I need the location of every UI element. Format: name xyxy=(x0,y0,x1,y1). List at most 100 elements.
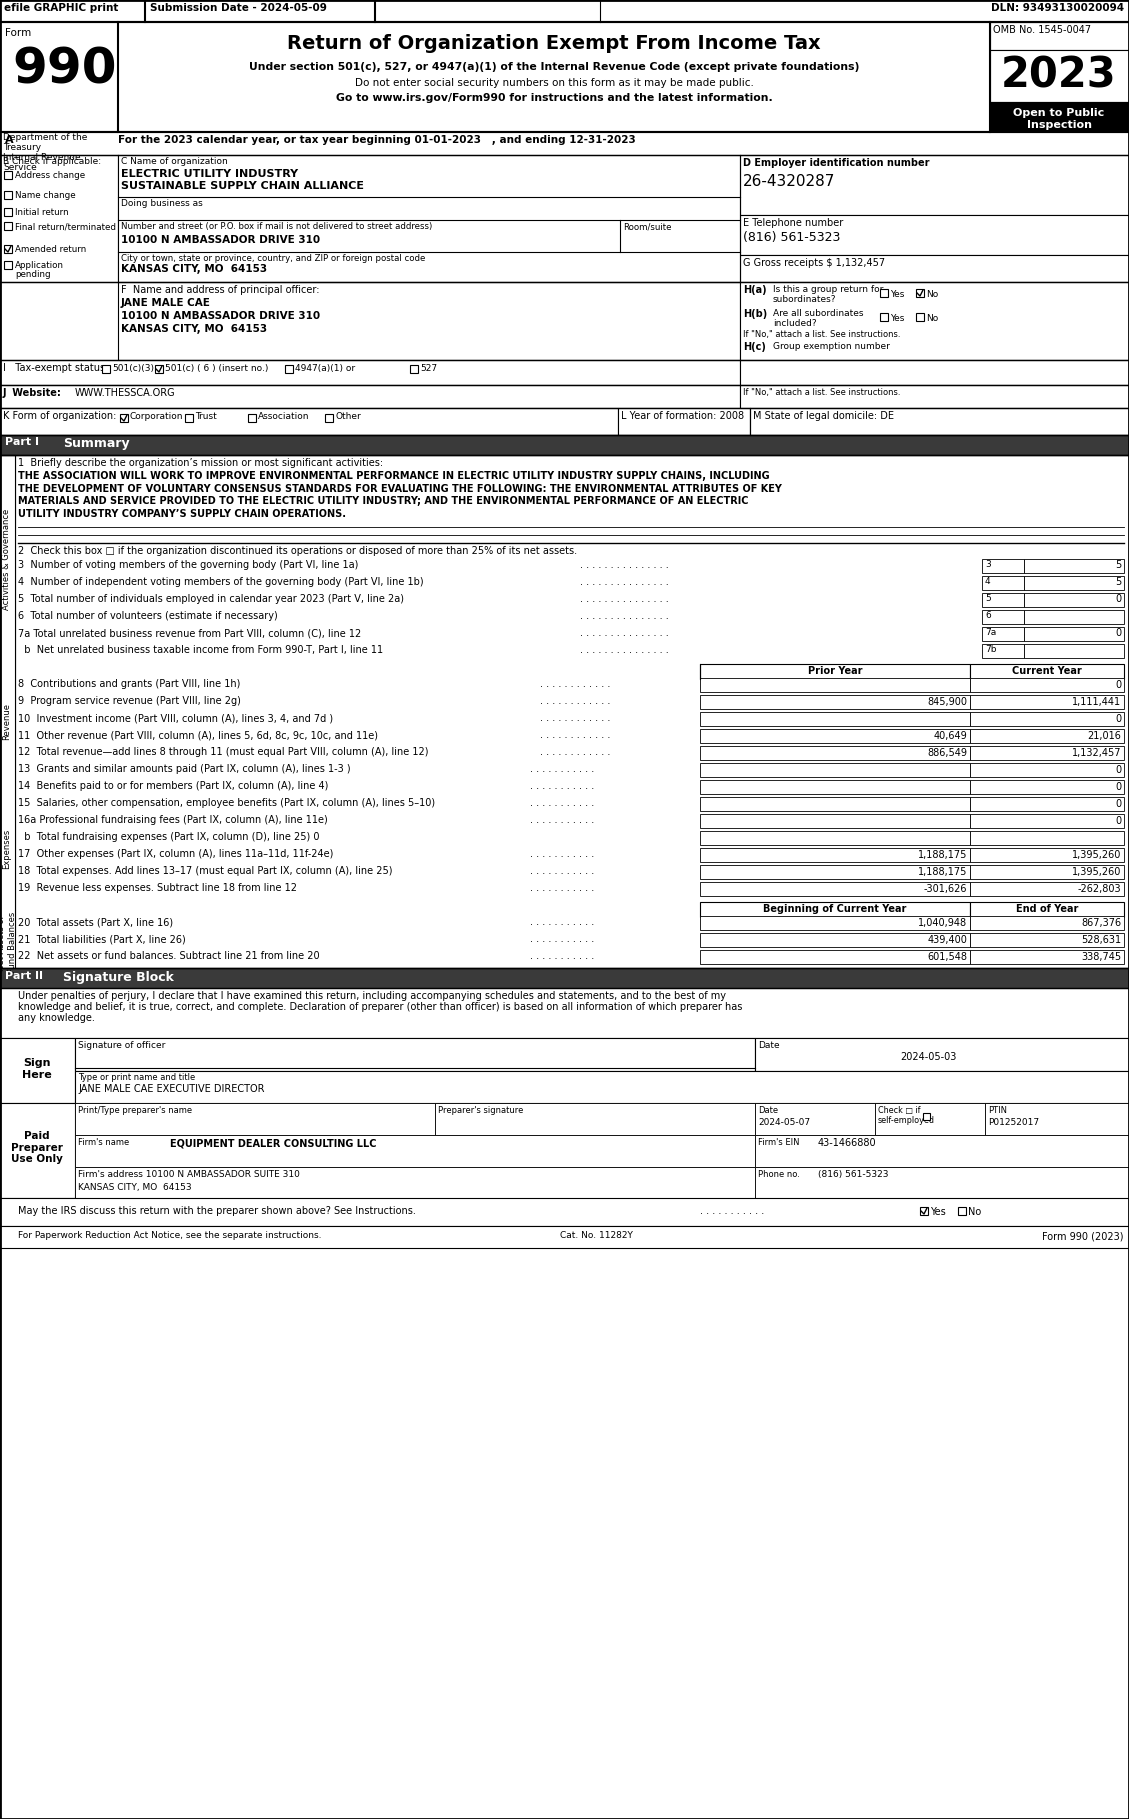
Bar xyxy=(0,22,1129,133)
Text: 5: 5 xyxy=(984,595,991,604)
Text: 1,395,260: 1,395,260 xyxy=(1071,868,1121,877)
Bar xyxy=(750,407,1129,435)
Text: MATERIALS AND SERVICE PROVIDED TO THE ELECTRIC UTILITY INDUSTRY; AND THE ENVIRON: MATERIALS AND SERVICE PROVIDED TO THE EL… xyxy=(18,497,749,506)
Text: Trust: Trust xyxy=(195,411,217,420)
Bar xyxy=(970,678,1124,691)
Bar xyxy=(5,171,12,178)
Bar xyxy=(875,1102,984,1135)
Text: Under section 501(c), 527, or 4947(a)(1) of the Internal Revenue Code (except pr: Under section 501(c), 527, or 4947(a)(1)… xyxy=(248,62,859,73)
Text: If "No," attach a list. See instructions.: If "No," attach a list. See instructions… xyxy=(743,329,901,338)
Text: . . . . . . . . . . .: . . . . . . . . . . . xyxy=(530,917,594,928)
Text: E Telephone number: E Telephone number xyxy=(743,218,843,227)
Text: Go to www.irs.gov/Form990 for instructions and the latest information.: Go to www.irs.gov/Form990 for instructio… xyxy=(335,93,772,104)
Text: Do not enter social security numbers on this form as it may be made public.: Do not enter social security numbers on … xyxy=(355,78,753,87)
Text: L Year of formation: 2008: L Year of formation: 2008 xyxy=(621,411,744,420)
Text: 13  Grants and similar amounts paid (Part IX, column (A), lines 1-3 ): 13 Grants and similar amounts paid (Part… xyxy=(18,764,351,775)
Text: Part I: Part I xyxy=(5,437,40,447)
Text: 43-1466880: 43-1466880 xyxy=(819,1139,876,1148)
Bar xyxy=(982,609,1024,624)
Text: F  Name and address of principal officer:: F Name and address of principal officer: xyxy=(121,286,320,295)
Bar xyxy=(0,435,1129,455)
Bar xyxy=(0,360,739,386)
Text: Group exemption number: Group exemption number xyxy=(773,342,890,351)
Bar xyxy=(700,797,970,811)
Text: -262,803: -262,803 xyxy=(1077,884,1121,893)
Bar xyxy=(755,1039,1129,1071)
Bar xyxy=(916,289,924,296)
Text: pending: pending xyxy=(15,269,51,278)
Text: . . . . . . . . . . .: . . . . . . . . . . . xyxy=(530,764,594,775)
Text: Firm's name: Firm's name xyxy=(78,1139,129,1148)
Text: 2023: 2023 xyxy=(1001,55,1117,96)
Text: 0: 0 xyxy=(1114,628,1121,638)
Text: Date: Date xyxy=(758,1040,780,1050)
Text: . . . . . . . . . . .: . . . . . . . . . . . xyxy=(530,780,594,791)
Text: 3  Number of voting members of the governing body (Part VI, line 1a): 3 Number of voting members of the govern… xyxy=(18,560,358,569)
Bar xyxy=(5,246,12,253)
Text: M State of legal domicile: DE: M State of legal domicile: DE xyxy=(753,411,894,420)
Text: Application: Application xyxy=(15,260,64,269)
Bar xyxy=(700,762,970,777)
Text: JANE MALE CAE EXECUTIVE DIRECTOR: JANE MALE CAE EXECUTIVE DIRECTOR xyxy=(78,1084,264,1093)
Text: 10100 N AMBASSADOR DRIVE 310: 10100 N AMBASSADOR DRIVE 310 xyxy=(121,311,321,320)
Text: Department of the: Department of the xyxy=(3,133,87,142)
Text: b  Total fundraising expenses (Part IX, column (D), line 25) 0: b Total fundraising expenses (Part IX, c… xyxy=(18,831,320,842)
Bar xyxy=(970,695,1124,709)
Text: THE DEVELOPMENT OF VOLUNTARY CONSENSUS STANDARDS FOR EVALUATING THE FOLLOWING: T: THE DEVELOPMENT OF VOLUNTARY CONSENSUS S… xyxy=(18,484,782,493)
Text: . . . . . . . . . . .: . . . . . . . . . . . xyxy=(530,849,594,859)
Text: . . . . . . . . . . .: . . . . . . . . . . . xyxy=(530,799,594,808)
Text: Date: Date xyxy=(758,1106,778,1115)
Bar xyxy=(75,1102,435,1135)
Text: 22  Net assets or fund balances. Subtract line 21 from line 20: 22 Net assets or fund balances. Subtract… xyxy=(18,951,320,960)
Bar xyxy=(0,407,618,435)
Text: . . . . . . . . . . . .: . . . . . . . . . . . . xyxy=(540,697,611,706)
Bar xyxy=(0,1226,1129,1248)
Bar xyxy=(5,207,12,216)
Text: Room/suite: Room/suite xyxy=(623,222,672,231)
Text: KANSAS CITY, MO  64153: KANSAS CITY, MO 64153 xyxy=(121,324,268,335)
Bar xyxy=(5,222,12,229)
Bar xyxy=(970,762,1124,777)
Text: Yes: Yes xyxy=(890,289,904,298)
Bar xyxy=(0,0,1129,22)
Bar xyxy=(1024,609,1124,624)
Text: For Paperwork Reduction Act Notice, see the separate instructions.: For Paperwork Reduction Act Notice, see … xyxy=(18,1231,322,1241)
Bar xyxy=(0,968,1129,988)
Text: 7a: 7a xyxy=(984,628,996,637)
Text: . . . . . . . . . . . .: . . . . . . . . . . . . xyxy=(540,729,611,740)
Text: 8  Contributions and grants (Part VIII, line 1h): 8 Contributions and grants (Part VIII, l… xyxy=(18,678,240,689)
Bar xyxy=(700,831,970,846)
Text: Service: Service xyxy=(3,164,37,173)
Text: H(c): H(c) xyxy=(743,342,765,353)
Text: J  Website:: J Website: xyxy=(3,387,62,398)
Text: 6: 6 xyxy=(984,611,991,620)
Text: For the 2023 calendar year, or tax year beginning 01-01-2023   , and ending 12-3: For the 2023 calendar year, or tax year … xyxy=(119,135,636,146)
Text: Internal Revenue: Internal Revenue xyxy=(3,153,80,162)
Bar xyxy=(739,360,1129,386)
Text: DLN: 93493130020094: DLN: 93493130020094 xyxy=(991,4,1124,13)
Text: 1,188,175: 1,188,175 xyxy=(918,849,968,860)
Text: 501(c)(3): 501(c)(3) xyxy=(112,364,154,373)
Bar xyxy=(739,255,1129,282)
Text: Summary: Summary xyxy=(63,437,130,449)
Text: Name change: Name change xyxy=(15,191,76,200)
Bar xyxy=(916,313,924,320)
Bar xyxy=(700,695,970,709)
Bar xyxy=(739,386,1129,407)
Text: Cat. No. 11282Y: Cat. No. 11282Y xyxy=(560,1231,633,1241)
Text: Open to Public
Inspection: Open to Public Inspection xyxy=(1014,107,1104,129)
Bar xyxy=(739,155,1129,215)
Bar xyxy=(435,1102,755,1135)
Bar xyxy=(970,866,1124,879)
Text: Phone no.: Phone no. xyxy=(758,1170,799,1179)
Bar xyxy=(700,746,970,760)
Bar xyxy=(0,1102,75,1199)
Text: included?: included? xyxy=(773,318,816,327)
Text: 5: 5 xyxy=(1114,560,1121,569)
Text: 990: 990 xyxy=(12,45,116,93)
Bar xyxy=(700,866,970,879)
Text: H(a): H(a) xyxy=(743,286,767,295)
Text: 4947(a)(1) or: 4947(a)(1) or xyxy=(295,364,356,373)
Text: Is this a group return for: Is this a group return for xyxy=(773,286,883,295)
Bar xyxy=(700,848,970,862)
